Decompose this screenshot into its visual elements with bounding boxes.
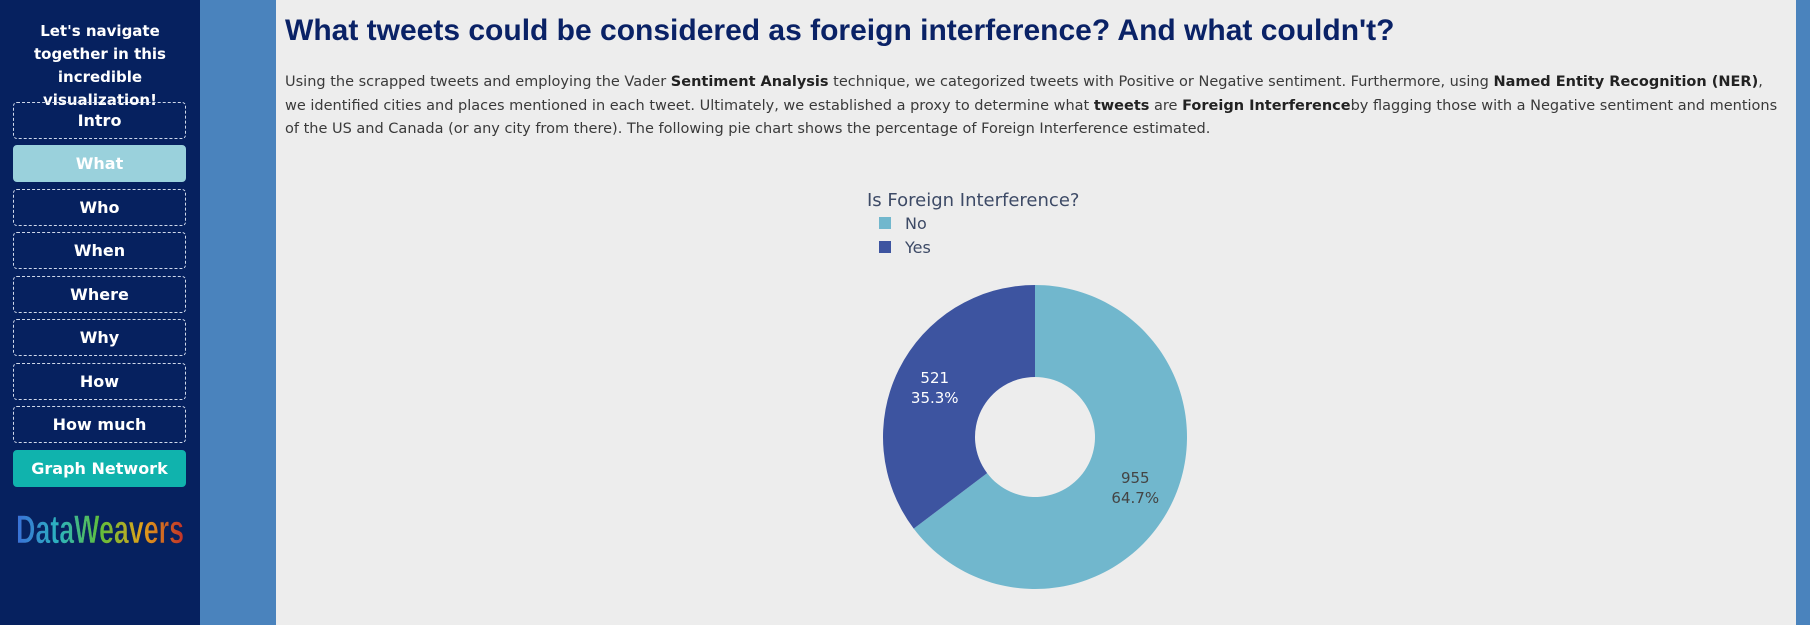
dataweavers-logo: DataWeavers bbox=[16, 508, 185, 553]
intro-text: , we identified cities and places mentio… bbox=[285, 74, 1763, 114]
nav-graph-network-button[interactable]: Graph Network bbox=[13, 450, 186, 487]
sidebar-tagline: Let's navigate together in this incredib… bbox=[34, 22, 166, 109]
intro-text: Using the scrapped tweets and employing … bbox=[285, 74, 671, 90]
page-title: What tweets could be considered as forei… bbox=[285, 14, 1395, 47]
legend-title: Is Foreign Interference? bbox=[867, 190, 1079, 211]
intro-bold-ner: Named Entity Recognition (NER) bbox=[1493, 74, 1759, 90]
pie-slice-labels: 955 64.7% 521 35.3% bbox=[911, 369, 1159, 507]
legend-label-no[interactable]: No bbox=[905, 214, 927, 233]
nav-how-much-button[interactable]: How much bbox=[13, 406, 186, 443]
svg-text:DataWeavers: DataWeavers bbox=[16, 508, 184, 552]
pie-percent-label-no: 64.7% bbox=[1111, 489, 1159, 507]
nav-where-button[interactable]: Where bbox=[13, 276, 186, 313]
intro-paragraph: Using the scrapped tweets and employing … bbox=[285, 71, 1787, 142]
intro-bold-foreign-interference: Foreign Interference bbox=[1182, 97, 1351, 114]
pie-percent-label-yes: 35.3% bbox=[911, 389, 959, 407]
nav-who-button[interactable]: Who bbox=[13, 189, 186, 226]
legend-swatch-no[interactable] bbox=[879, 217, 891, 229]
nav-when-button[interactable]: When bbox=[13, 232, 186, 269]
legend: No Yes bbox=[879, 214, 931, 257]
sidebar: Let's navigate together in this incredib… bbox=[0, 0, 200, 625]
pie-chart: 955 64.7% 521 35.3% Is Foreign Interference… bbox=[867, 190, 1187, 590]
nav-intro-button[interactable]: Intro bbox=[13, 102, 186, 139]
nav-why-button[interactable]: Why bbox=[13, 319, 186, 356]
legend-label-yes[interactable]: Yes bbox=[904, 238, 931, 257]
pie-value-label-no: 955 bbox=[1121, 469, 1150, 487]
intro-bold-tweets: tweets bbox=[1093, 97, 1150, 114]
pie-slices bbox=[882, 285, 1187, 590]
intro-bold-sentiment: Sentiment Analysis bbox=[670, 74, 829, 90]
pie-slice-no[interactable] bbox=[913, 285, 1187, 590]
nav-how-button[interactable]: How bbox=[13, 363, 186, 400]
layout-gap bbox=[200, 0, 276, 625]
pie-slice-yes[interactable] bbox=[882, 285, 1035, 529]
intro-text: by flagging those with a Negative sentim… bbox=[285, 97, 1778, 138]
nav-what-button[interactable]: What bbox=[13, 145, 186, 182]
intro-text: technique, we categorized tweets with Po… bbox=[828, 74, 1494, 90]
intro-text: are bbox=[1149, 97, 1183, 114]
pie-value-label-yes: 521 bbox=[920, 369, 949, 387]
legend-swatch-yes[interactable] bbox=[879, 241, 891, 253]
main-content: What tweets could be considered as forei… bbox=[276, 0, 1796, 625]
